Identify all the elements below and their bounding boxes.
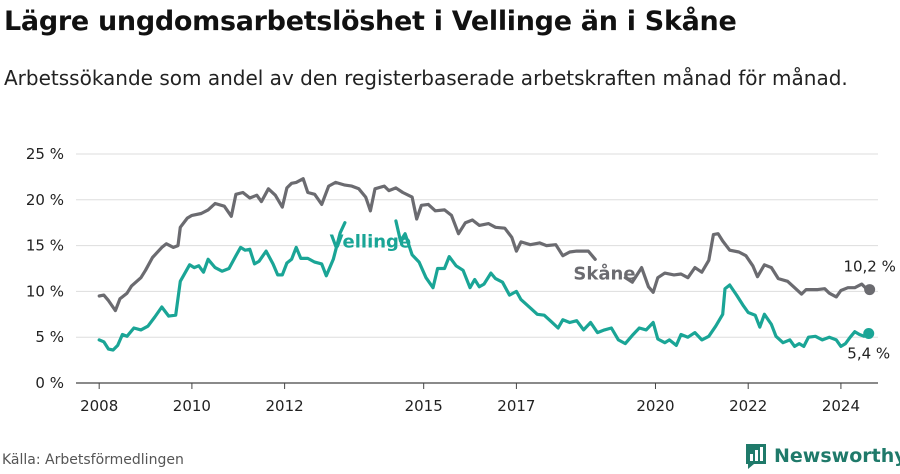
x-tick-label: 2008	[80, 397, 118, 415]
series-name-vellinge: Vellinge	[330, 231, 412, 252]
series-name-skane: Skåne	[573, 262, 635, 284]
series-lines	[97, 177, 876, 352]
brand-name: Newsworthy	[774, 445, 900, 467]
series-labels: Skåne Vellinge 10,2 % 5,4 %	[330, 231, 896, 362]
series-line-skne	[97, 177, 872, 313]
end-value-label-vellinge: 5,4 %	[847, 345, 890, 363]
x-tick-label: 2020	[636, 397, 674, 415]
y-tick-label: 25 %	[26, 145, 64, 163]
end-value-label-skane: 10,2 %	[843, 258, 895, 276]
x-tick-label: 2012	[266, 397, 304, 415]
series-end-dot	[864, 284, 876, 296]
newsworthy-logo-icon	[746, 444, 766, 469]
y-tick-label: 5 %	[35, 328, 64, 346]
y-tick-label: 15 %	[26, 237, 64, 255]
chart-subtitle: Arbetssökande som andel av den registerb…	[4, 66, 848, 90]
y-tick-label: 10 %	[26, 282, 64, 300]
series-line-vellinge	[97, 219, 871, 352]
series-end-dot	[863, 328, 875, 340]
x-tick-label: 2010	[173, 397, 211, 415]
x-tick-label: 2022	[729, 397, 767, 415]
y-tick-label: 20 %	[26, 191, 64, 209]
x-tick-label: 2024	[822, 397, 860, 415]
y-axis-ticks: 0 % 5 % 10 % 15 % 20 % 25 %	[26, 145, 64, 392]
x-tick-label: 2017	[497, 397, 535, 415]
x-axis-ticks: 2008 2010 2012 2015 2017 2020 2022 2024	[80, 383, 860, 415]
chart-title: Lägre ungdomsarbetslöshet i Vellinge än …	[4, 6, 737, 37]
y-tick-label: 0 %	[35, 374, 64, 392]
x-tick-label: 2015	[405, 397, 443, 415]
brand-logo: Newsworthy	[744, 442, 900, 470]
source-note: Källa: Arbetsförmedlingen	[2, 452, 184, 468]
grid-lines	[76, 153, 878, 384]
